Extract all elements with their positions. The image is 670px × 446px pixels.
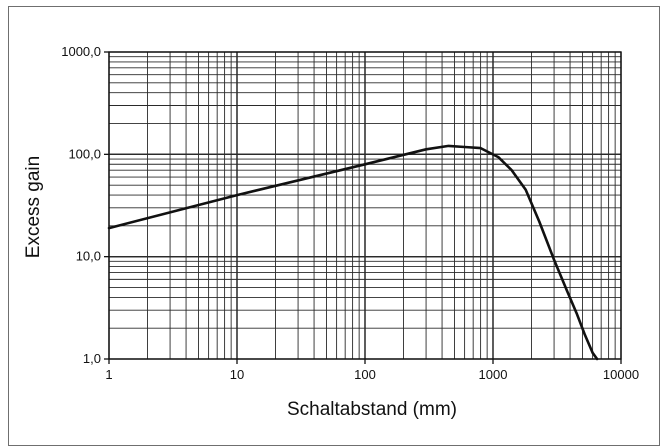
- data-point-0-9: [524, 189, 527, 191]
- excess-gain-chart: 1 10 100 1000 10000 1,0 10,0 100,0 1000,0 Schalt…: [23, 44, 639, 420]
- y-axis-label: Excess gain: [23, 156, 44, 258]
- data-point-0-4: [447, 145, 450, 147]
- y-tick-label-2: 100,0: [68, 146, 101, 161]
- x-tick-label-2: 100: [354, 367, 376, 382]
- data-point-0-7: [497, 156, 500, 158]
- data-point-0-6: [479, 147, 482, 149]
- y-tick-label-3: 1000,0: [61, 44, 101, 59]
- data-point-0-10: [538, 220, 541, 223]
- data-point-0-5: [463, 146, 466, 148]
- data-point-0-13: [575, 312, 578, 315]
- data-point-0-16: [596, 358, 598, 360]
- x-tick-label-3: 1000: [479, 367, 508, 382]
- x-tick-label-1: 10: [230, 367, 244, 382]
- x-axis-label: Schaltabstand (mm): [287, 399, 457, 420]
- data-point-0-11: [553, 259, 555, 261]
- y-tick-label-1: 10,0: [76, 249, 101, 264]
- y-tick-label-0: 1,0: [83, 351, 101, 366]
- data-point-0-15: [591, 351, 594, 354]
- series-line-0: [107, 144, 599, 361]
- data-point-0-2: [364, 163, 366, 166]
- data-point-0-14: [583, 333, 586, 335]
- tick-labels: 1 10 100 1000 10000 1,0 10,0 100,0 1000,0: [61, 44, 639, 382]
- grid: [104, 51, 622, 364]
- data-point-0-8: [510, 169, 513, 171]
- series: [107, 144, 599, 361]
- chart-frame: 1 10 100 1000 10000 1,0 10,0 100,0 1000,0 Schalt…: [8, 6, 660, 446]
- data-point-0-3: [425, 148, 427, 151]
- x-tick-label-4: 10000: [603, 367, 639, 382]
- data-point-0-0: [108, 227, 110, 229]
- plot-border: [108, 51, 622, 360]
- x-tick-label-0: 1: [105, 367, 112, 382]
- data-point-0-12: [566, 290, 569, 292]
- data-point-0-1: [236, 194, 238, 196]
